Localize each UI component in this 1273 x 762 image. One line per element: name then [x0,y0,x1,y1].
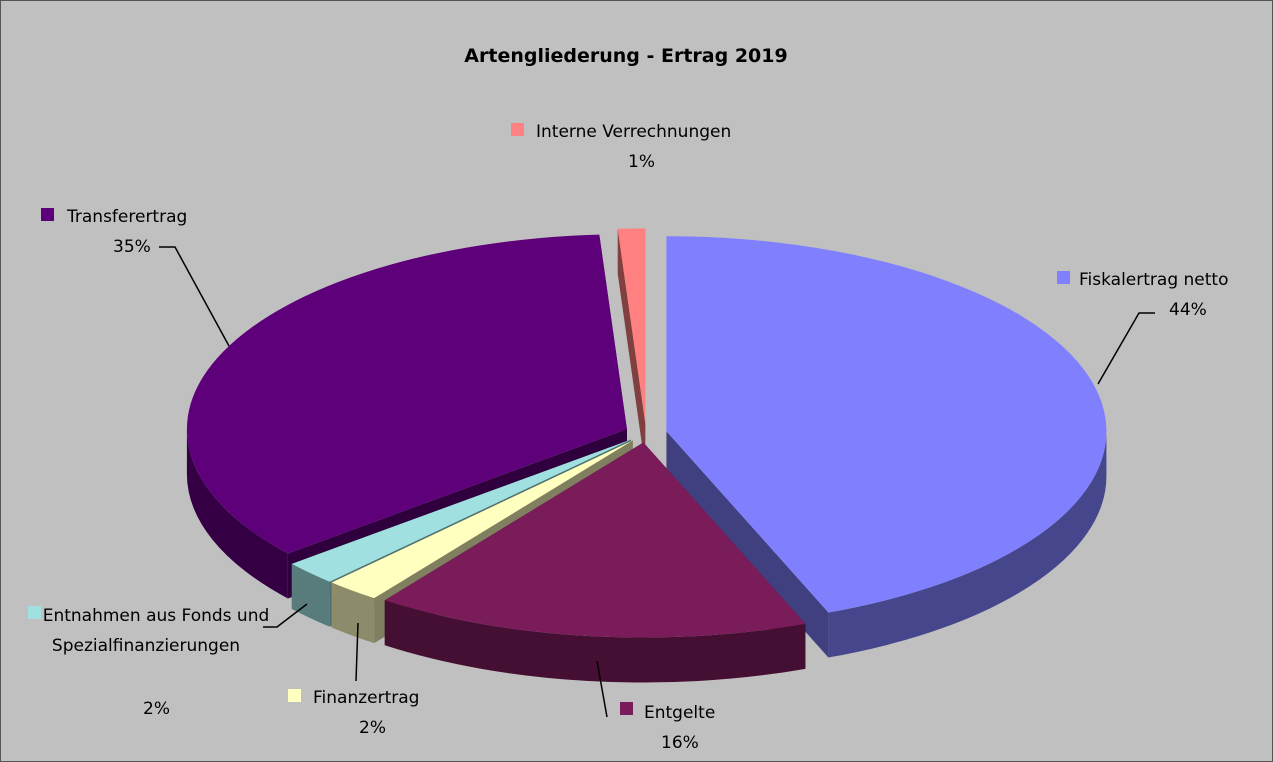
slice-percent: 1% [628,152,655,172]
leader-line [1097,312,1155,385]
leader-line [159,246,230,347]
slice-percent: 16% [661,733,699,753]
slice-percent: 35% [113,237,151,257]
chart-title: Artengliederung - Ertrag 2019 [464,45,788,67]
slice-side [617,228,646,469]
slice-percent: 44% [1169,300,1207,320]
slice-side [331,440,633,628]
slice-side [666,431,829,658]
slice-label: Entgelte [644,703,716,723]
legend-marker [511,123,524,136]
slice-label: Interne Verrechnungen [536,122,732,142]
legend-marker [288,689,301,702]
legend-marker [28,606,41,619]
leader-line [355,622,359,682]
slice [666,236,1107,613]
leader-line [263,603,308,628]
slice-wall [384,600,806,683]
legend-marker [41,208,54,221]
slice-label: Fiskalertrag netto [1079,270,1229,290]
slice-label: Finanzertrag [313,688,420,708]
slice [291,439,631,582]
slice-wall [186,429,288,599]
slice-wall [331,582,375,644]
slice [384,442,806,638]
slice [186,234,627,554]
slice-wall [828,431,1107,658]
slice-percent: 2% [143,699,170,719]
slice-percent: 2% [359,718,386,738]
slice-wall [291,563,330,627]
slice-label: Entnahmen aus Fonds und Spezialfinanzier… [42,606,270,656]
slice [331,440,633,599]
slice-label: Transferertrag [67,207,188,227]
legend-marker [1057,271,1070,284]
leader-line [596,660,608,718]
legend-marker [620,702,633,715]
slice [617,228,646,424]
